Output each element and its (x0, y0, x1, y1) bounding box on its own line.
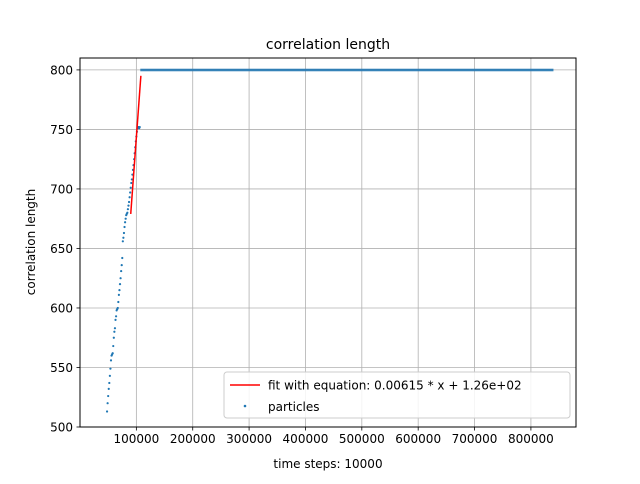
particle-point (129, 191, 132, 194)
legend-particles-label: particles (268, 400, 320, 414)
y-tick-label: 800 (50, 63, 73, 77)
particle-point (117, 293, 120, 296)
particle-point (108, 374, 111, 377)
x-tick-label: 700000 (452, 432, 498, 446)
x-tick-label: 500000 (339, 432, 385, 446)
y-axis-label: correlation length (24, 189, 38, 295)
particle-point (119, 277, 122, 280)
y-tick-label: 500 (50, 421, 73, 435)
particle-point (106, 402, 109, 405)
x-tick-label: 200000 (170, 432, 216, 446)
particle-point (117, 300, 120, 304)
particle-point (127, 200, 131, 204)
x-tick-label: 100000 (113, 432, 159, 446)
particle-point (126, 208, 130, 211)
legend-particles-swatch (243, 404, 247, 408)
particle-point (109, 359, 113, 362)
particle-point (129, 186, 132, 189)
particle-point (116, 306, 119, 310)
particle-point (120, 264, 123, 267)
particle-point (118, 289, 121, 292)
particle-point (121, 240, 124, 243)
y-tick-label: 650 (50, 242, 73, 256)
particle-point (109, 367, 112, 370)
fit-line (129, 75, 142, 214)
particle-point (138, 125, 141, 129)
particle-point (111, 352, 114, 355)
particle-point (112, 336, 115, 339)
y-tick-label: 750 (50, 123, 73, 137)
particle-point (105, 410, 109, 413)
particle-point (107, 387, 110, 391)
particle-point (122, 236, 125, 239)
legend-box (223, 371, 571, 419)
particle-point (123, 225, 126, 229)
x-tick-label: 400000 (283, 432, 329, 446)
particle-point (123, 221, 127, 224)
particle-point (120, 269, 123, 273)
plot-frame (79, 57, 577, 428)
particle-point (121, 256, 124, 260)
x-tick-label: 300000 (226, 432, 272, 446)
particle-point (127, 204, 130, 207)
x-tick-label: 800000 (508, 432, 554, 446)
particle-point (114, 315, 118, 318)
particle-point (124, 217, 127, 220)
particle-point (114, 318, 117, 321)
legend-fit-label: fit with equation: 0.00615 * x + 1.26e+0… (268, 379, 522, 393)
particle-point (108, 381, 111, 385)
y-tick-label: 600 (50, 301, 73, 315)
legend: fit with equation: 0.00615 * x + 1.26e+0… (223, 371, 571, 419)
particle-point (126, 211, 129, 214)
particle-point (130, 178, 133, 181)
y-tick-label: 550 (50, 361, 73, 375)
particle-point (128, 196, 131, 199)
y-tick-label: 700 (50, 182, 73, 196)
particle-point (118, 283, 122, 286)
x-tick-label: 600000 (395, 432, 441, 446)
chart-title: correlation length (266, 37, 390, 53)
particle-point (113, 327, 117, 330)
particle-point (113, 330, 116, 333)
particle-point (112, 344, 115, 348)
particle-point (122, 231, 126, 235)
particle-point (107, 394, 110, 398)
x-axis-label: time steps: 10000 (273, 457, 382, 471)
particle-point (130, 181, 133, 185)
